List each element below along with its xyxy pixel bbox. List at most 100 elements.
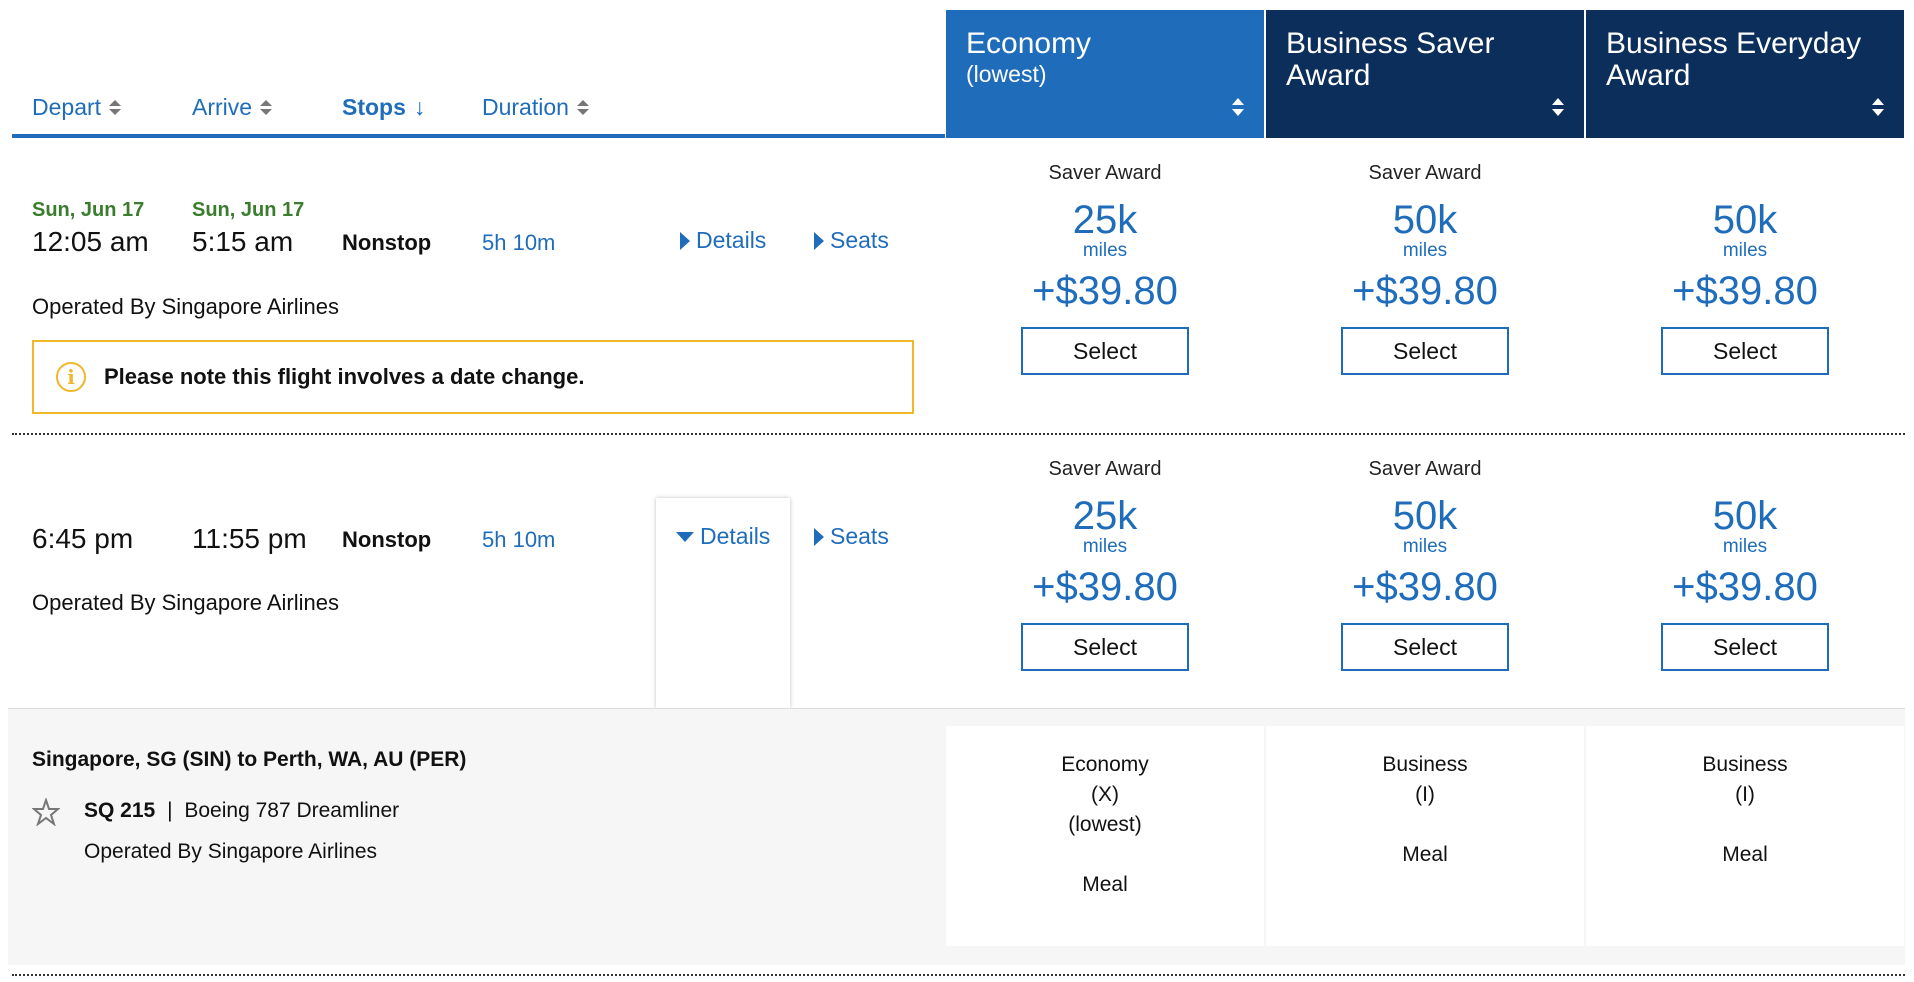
sort-updown-icon	[1872, 98, 1884, 116]
miles-value: 50k	[1392, 198, 1458, 242]
sort-depart[interactable]: Depart	[32, 94, 122, 121]
fare-column-business-everyday[interactable]: Business Everyday Award	[1586, 10, 1904, 138]
select-button[interactable]: Select	[1661, 327, 1829, 375]
miles-value: 50k	[1392, 494, 1458, 538]
meal-info: Meal	[1722, 843, 1768, 866]
select-button[interactable]: Select	[1021, 623, 1189, 671]
miles-value: 25k	[1072, 198, 1138, 242]
miles-unit: miles	[1722, 536, 1768, 557]
aircraft: Boeing 787 Dreamliner	[184, 799, 400, 822]
arrive-time: 5:15 am	[192, 226, 294, 257]
select-button[interactable]: Select	[1021, 327, 1189, 375]
sort-duration[interactable]: Duration	[482, 94, 589, 121]
row-divider	[12, 433, 1905, 435]
sort-updown-icon	[576, 100, 589, 115]
info-icon: i	[56, 362, 86, 392]
depart-time: 12:05 am	[32, 226, 149, 257]
select-button[interactable]: Select	[1341, 623, 1509, 671]
miles-unit: miles	[1082, 240, 1128, 261]
stops-value: Nonstop	[342, 230, 432, 255]
cabin-name: Business	[1702, 753, 1788, 776]
details-link[interactable]: Details	[680, 227, 766, 254]
select-button[interactable]: Select	[1341, 327, 1509, 375]
seats-link[interactable]: Seats	[814, 523, 889, 550]
sort-depart-label: Depart	[32, 94, 102, 120]
sort-arrive-label: Arrive	[192, 94, 253, 120]
arrive-time: 11:55 pm	[192, 523, 307, 554]
cabin-code: (I)	[1735, 783, 1755, 806]
arrow-down-icon: ↓	[413, 94, 426, 120]
cabin-info-business-saver: Business (I) Meal	[1266, 726, 1584, 946]
caret-right-icon	[680, 231, 690, 250]
tax-value: +$39.80	[1672, 565, 1818, 609]
tax-value: +$39.80	[1352, 565, 1498, 609]
fare-cell: Saver Award 25k miles +$39.80 Select	[946, 162, 1264, 375]
award-type: Saver Award	[1368, 458, 1482, 480]
arrive-date: Sun, Jun 17	[192, 199, 305, 221]
miles-unit: miles	[1082, 536, 1128, 557]
meal-info: Meal	[1402, 843, 1448, 866]
details-label: Details	[700, 523, 771, 549]
seats-link[interactable]: Seats	[814, 227, 889, 254]
cabin-name: Business	[1382, 753, 1468, 776]
fare-cell: 50k miles +$39.80 Select	[1586, 162, 1904, 375]
fare-column-subtitle: (lowest)	[966, 61, 1047, 87]
seats-label: Seats	[830, 227, 889, 253]
fare-cell: Saver Award 50k miles +$39.80 Select	[1266, 458, 1584, 671]
date-change-notice: i Please note this flight involves a dat…	[32, 340, 914, 414]
fare-column-business-saver[interactable]: Business Saver Award	[1266, 10, 1584, 138]
details-link[interactable]: Details	[676, 523, 770, 550]
stops-value: Nonstop	[342, 527, 432, 552]
miles-unit: miles	[1722, 240, 1768, 261]
fare-cell: Saver Award 25k miles +$39.80 Select	[946, 458, 1264, 671]
fare-column-title: Business Everyday	[1606, 27, 1862, 60]
star-alliance-icon	[31, 796, 61, 827]
tax-value: +$39.80	[1032, 269, 1178, 313]
depart-date: Sun, Jun 17	[32, 199, 145, 221]
sort-updown-icon	[260, 100, 273, 115]
operated-by: Operated By Singapore Airlines	[32, 294, 339, 319]
notice-text: Please note this flight involves a date …	[104, 364, 585, 389]
cabin-info-business-everyday: Business (I) Meal	[1586, 726, 1904, 946]
fare-cell: 50k miles +$39.80 Select	[1586, 458, 1904, 671]
duration-value: 5h 10m	[482, 527, 556, 552]
fare-column-title: Economy	[966, 27, 1092, 60]
sort-updown-icon	[1232, 98, 1244, 116]
cabin-note: (lowest)	[1068, 813, 1142, 836]
fare-column-economy[interactable]: Economy (lowest)	[946, 10, 1264, 138]
sort-stops-label: Stops	[342, 94, 406, 120]
sort-duration-label: Duration	[482, 94, 569, 120]
miles-unit: miles	[1402, 536, 1448, 557]
row-divider	[12, 974, 1905, 976]
sort-header: Depart Arrive Stops ↓ Duration	[12, 0, 945, 138]
award-type: Saver Award	[1048, 458, 1162, 480]
cabin-code: (I)	[1415, 783, 1435, 806]
flight-number: SQ 215	[84, 799, 156, 822]
sort-arrive[interactable]: Arrive	[192, 94, 273, 121]
award-type	[1586, 458, 1904, 481]
caret-right-icon	[814, 527, 824, 546]
tax-value: +$39.80	[1032, 565, 1178, 609]
tax-value: +$39.80	[1672, 269, 1818, 313]
fare-column-subtitle: Award	[1286, 59, 1371, 92]
cabin-name: Economy	[1061, 753, 1149, 776]
cabin-info-economy: Economy (X) (lowest) Meal	[946, 726, 1264, 946]
duration-value: 5h 10m	[482, 230, 556, 255]
meal-info: Meal	[1082, 873, 1128, 896]
miles-unit: miles	[1402, 240, 1448, 261]
select-button[interactable]: Select	[1661, 623, 1829, 671]
depart-time: 6:45 pm	[32, 523, 134, 554]
award-type: Saver Award	[1048, 162, 1162, 184]
miles-value: 50k	[1712, 494, 1778, 538]
fare-column-subtitle: Award	[1606, 59, 1691, 92]
cabin-code: (X)	[1091, 783, 1119, 806]
sort-updown-icon	[1552, 98, 1564, 116]
seats-label: Seats	[830, 523, 889, 549]
miles-value: 25k	[1072, 494, 1138, 538]
sort-updown-icon	[109, 100, 122, 115]
fare-cell: Saver Award 50k miles +$39.80 Select	[1266, 162, 1584, 375]
fare-column-title: Business Saver	[1286, 27, 1495, 60]
miles-value: 50k	[1712, 198, 1778, 242]
sort-stops[interactable]: Stops ↓	[342, 94, 425, 121]
tax-value: +$39.80	[1352, 269, 1498, 313]
